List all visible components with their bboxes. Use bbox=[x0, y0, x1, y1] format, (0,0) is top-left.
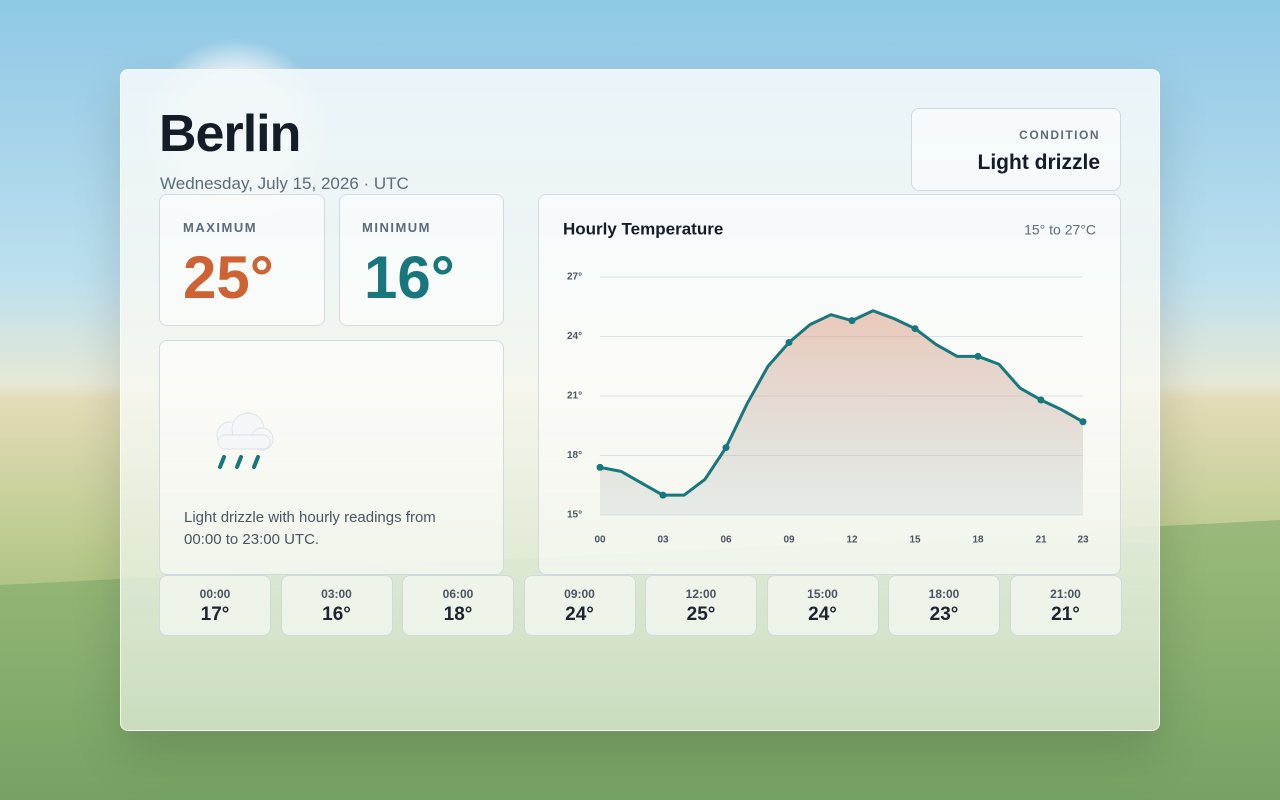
x-tick-label: 12 bbox=[846, 535, 858, 546]
hour-card: 15:00 24° bbox=[766, 575, 879, 636]
y-tick-label: 21° bbox=[567, 391, 582, 402]
max-box: MAXIMUM 25° bbox=[159, 194, 325, 326]
drizzle-icon bbox=[216, 412, 274, 469]
condition-box: CONDITION Light drizzle bbox=[911, 108, 1121, 191]
hour-time: 21:00 bbox=[1050, 587, 1081, 601]
x-tick-label: 15 bbox=[909, 535, 921, 546]
point bbox=[596, 463, 604, 471]
hour-card: 12:00 25° bbox=[645, 575, 757, 636]
x-tick-label: 00 bbox=[594, 535, 606, 546]
date: Wednesday, July 15, 2026 · UTC bbox=[160, 174, 409, 193]
hour-time: 06:00 bbox=[442, 587, 474, 601]
y-tick-label: 27° bbox=[567, 272, 582, 283]
y-tick-label: 24° bbox=[567, 331, 582, 342]
description-box: Light drizzle with hourly readings from … bbox=[159, 340, 504, 575]
city: Berlin bbox=[159, 105, 301, 163]
chart-box: Hourly Temperature 15° to 27°C 15° 18° 21°… bbox=[538, 194, 1121, 575]
point bbox=[785, 338, 793, 346]
point bbox=[1079, 418, 1087, 426]
x-tick-label: 23 bbox=[1077, 535, 1089, 546]
min-label: MINIMUM bbox=[362, 220, 431, 235]
point bbox=[1037, 396, 1045, 404]
hour-card: 06:00 18° bbox=[402, 575, 514, 636]
chart: Hourly Temperature 15° to 27°C 15° 18° 21°… bbox=[563, 219, 1096, 546]
x-tick-label: 03 bbox=[657, 535, 669, 546]
condition-label: CONDITION bbox=[1019, 128, 1100, 142]
line bbox=[599, 309, 1084, 497]
hour-card: 00:00 17° bbox=[159, 575, 271, 636]
hour-temp: 21° bbox=[1051, 604, 1080, 625]
y-tick-label: 15° bbox=[567, 510, 582, 521]
hour-temp: 23° bbox=[929, 604, 959, 625]
chart-subtitle: 15° to 27°C bbox=[1024, 222, 1096, 238]
x-tick-label: 09 bbox=[783, 535, 795, 546]
max-value: 25° bbox=[183, 244, 274, 311]
hour-temp: 24° bbox=[565, 604, 594, 625]
hour-temp: 25° bbox=[686, 604, 716, 625]
point bbox=[722, 444, 730, 452]
hour-card: 09:00 24° bbox=[523, 575, 636, 636]
description: Light drizzle with hourly readings from … bbox=[184, 509, 436, 548]
min-box: MINIMUM 16° bbox=[339, 194, 504, 326]
point bbox=[974, 352, 982, 360]
hour-time: 03:00 bbox=[321, 587, 352, 601]
point bbox=[911, 325, 919, 333]
hour-time: 12:00 bbox=[685, 587, 717, 601]
hour-temp: 16° bbox=[322, 604, 351, 625]
y-tick-label: 18° bbox=[567, 450, 582, 461]
x-tick-label: 21 bbox=[1035, 535, 1047, 546]
area bbox=[600, 310, 1083, 515]
min-value: 16° bbox=[364, 244, 455, 311]
hour-card: 03:00 16° bbox=[280, 575, 393, 636]
hour-time: 00:00 bbox=[199, 587, 231, 601]
hour-time: 09:00 bbox=[564, 587, 595, 601]
hour-temp: 24° bbox=[808, 604, 837, 625]
x-tick-label: 18 bbox=[972, 535, 984, 546]
hour-time: 18:00 bbox=[928, 587, 960, 601]
hour-temp: 17° bbox=[200, 604, 230, 625]
hour-temp: 18° bbox=[443, 604, 473, 625]
x-tick-label: 06 bbox=[720, 535, 732, 546]
point bbox=[848, 317, 856, 325]
max-label: MAXIMUM bbox=[183, 220, 258, 235]
hour-card: 18:00 23° bbox=[888, 575, 1000, 636]
hour-time: 15:00 bbox=[807, 587, 838, 601]
condition-value: Light drizzle bbox=[977, 151, 1101, 174]
chart-title: Hourly Temperature bbox=[563, 219, 723, 238]
hour-card: 21:00 21° bbox=[1009, 575, 1122, 636]
point bbox=[659, 491, 667, 499]
